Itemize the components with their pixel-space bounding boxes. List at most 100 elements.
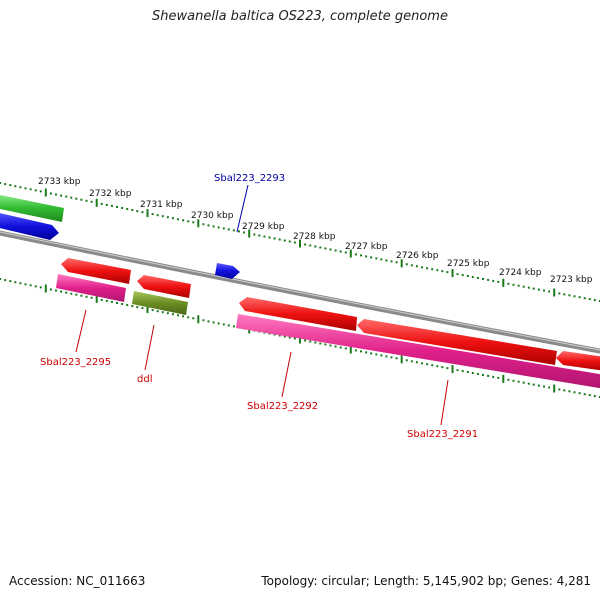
scale-tick-minor bbox=[588, 298, 591, 301]
feature-red-1[interactable] bbox=[61, 258, 131, 284]
feature-ddl[interactable] bbox=[132, 291, 188, 315]
scale-tick-minor bbox=[217, 226, 220, 229]
scale-tick-minor bbox=[166, 312, 169, 315]
leader-ddl bbox=[144, 324, 155, 371]
scale-tick-minor bbox=[537, 288, 540, 291]
scale-tick-minor bbox=[187, 316, 190, 319]
tick-label-2725: 2725 kbp bbox=[447, 259, 490, 269]
feature-sbal223-2295[interactable] bbox=[56, 274, 126, 302]
scale-tick-minor bbox=[436, 365, 439, 368]
scale-tick-minor bbox=[436, 269, 439, 272]
scale-tick-minor bbox=[390, 356, 393, 359]
gene-label-sbal223-2293[interactable]: Sbal223_2293 bbox=[214, 173, 285, 184]
scale-tick-minor bbox=[29, 284, 32, 287]
scale-tick-minor bbox=[583, 297, 586, 300]
scale-tick-major bbox=[502, 374, 505, 383]
scale-tick-minor bbox=[568, 390, 571, 393]
feature-sbal223-2293[interactable] bbox=[215, 263, 240, 279]
scale-tick-minor bbox=[421, 266, 423, 269]
scale-tick-minor bbox=[14, 281, 17, 284]
scale-tick-minor bbox=[370, 256, 373, 259]
scale-tick-major bbox=[400, 259, 403, 268]
scale-tick-minor bbox=[324, 247, 327, 250]
scale-tick-minor bbox=[395, 357, 398, 360]
scale-tick-minor bbox=[161, 215, 164, 218]
scale-tick-minor bbox=[121, 303, 124, 305]
scale-tick-minor bbox=[497, 376, 500, 379]
scale-tick-minor bbox=[151, 213, 154, 216]
scale-track-upper bbox=[0, 182, 600, 302]
scale-tick-minor bbox=[9, 184, 12, 187]
scale-tick-minor bbox=[65, 195, 68, 198]
scale-tick-minor bbox=[75, 293, 78, 296]
scale-tick-minor bbox=[4, 183, 7, 186]
scale-tick-major bbox=[553, 384, 556, 393]
scale-tick-minor bbox=[227, 324, 230, 327]
scale-tick-minor bbox=[370, 352, 373, 355]
scale-tick-minor bbox=[273, 237, 276, 240]
scale-tick-minor bbox=[482, 278, 484, 280]
scale-tick-minor bbox=[385, 355, 388, 358]
scale-tick-minor bbox=[532, 383, 535, 386]
scale-tick-minor bbox=[156, 310, 159, 313]
scale-tick-minor bbox=[136, 306, 139, 309]
feature-green[interactable] bbox=[0, 194, 64, 222]
tick-label-2723: 2723 kbp bbox=[550, 275, 593, 285]
scale-tick-minor bbox=[512, 283, 515, 286]
scale-tick-minor bbox=[268, 236, 271, 239]
scale-tick-minor bbox=[278, 238, 281, 241]
scale-tick-minor bbox=[471, 372, 474, 374]
feature-sbal223-2292[interactable] bbox=[239, 297, 357, 331]
scale-tick-minor bbox=[202, 223, 205, 226]
scale-tick-minor bbox=[14, 185, 17, 188]
feature-red-2[interactable] bbox=[137, 275, 191, 298]
scale-tick-minor bbox=[131, 209, 134, 211]
tick-label-2724: 2724 kbp bbox=[499, 268, 542, 278]
scale-tick-minor bbox=[314, 245, 317, 248]
scale-tick-minor bbox=[192, 317, 195, 320]
scale-tick-minor bbox=[126, 304, 129, 306]
scale-tick-minor bbox=[568, 294, 571, 297]
scale-tick-major bbox=[400, 355, 403, 364]
scale-tick-minor bbox=[558, 292, 561, 295]
scale-tick-minor bbox=[492, 279, 495, 282]
gene-label-ddl[interactable]: ddl bbox=[137, 374, 152, 385]
scale-tick-minor bbox=[466, 275, 469, 277]
scale-tick-minor bbox=[375, 257, 378, 260]
scale-tick-minor bbox=[65, 291, 68, 294]
scale-tick-minor bbox=[9, 280, 12, 283]
feature-red-4[interactable] bbox=[556, 351, 600, 371]
scale-tick-minor bbox=[283, 335, 286, 338]
feature-red-3[interactable] bbox=[357, 319, 557, 365]
scale-tick-minor bbox=[39, 286, 42, 289]
scale-tick-minor bbox=[126, 208, 129, 210]
scale-tick-minor bbox=[431, 364, 434, 367]
scale-tick-minor bbox=[319, 342, 322, 345]
scale-tick-minor bbox=[110, 204, 113, 207]
scale-tick-minor bbox=[283, 239, 286, 242]
scale-tick-minor bbox=[24, 187, 27, 190]
scale-tick-minor bbox=[166, 216, 169, 219]
scale-tick-minor bbox=[131, 305, 134, 307]
scale-tick-minor bbox=[75, 197, 78, 200]
scale-tick-minor bbox=[365, 255, 368, 258]
scale-tick-minor bbox=[522, 285, 525, 288]
scale-tick-minor bbox=[380, 258, 383, 261]
gene-label-sbal223-2291[interactable]: Sbal223_2291 bbox=[407, 429, 478, 440]
scale-tick-minor bbox=[263, 235, 266, 238]
tick-label-2731: 2731 kbp bbox=[140, 200, 183, 210]
leader-sbal223-2295 bbox=[75, 309, 87, 353]
feature-sbal223-2291[interactable] bbox=[236, 314, 600, 389]
gene-label-sbal223-2295[interactable]: Sbal223_2295 bbox=[40, 357, 111, 368]
leader-sbal223-2293 bbox=[236, 184, 249, 233]
scale-tick-minor bbox=[121, 207, 124, 209]
scale-tick-minor bbox=[329, 248, 332, 251]
gene-label-sbal223-2292[interactable]: Sbal223_2292 bbox=[247, 401, 318, 412]
scale-tick-minor bbox=[360, 254, 362, 257]
scale-tick-minor bbox=[405, 263, 408, 266]
scale-tick-major bbox=[197, 219, 200, 228]
feature-blue-left[interactable] bbox=[0, 212, 59, 240]
scale-tick-minor bbox=[70, 292, 73, 295]
scale-tick-minor bbox=[253, 233, 256, 236]
scale-tick-minor bbox=[598, 300, 600, 302]
